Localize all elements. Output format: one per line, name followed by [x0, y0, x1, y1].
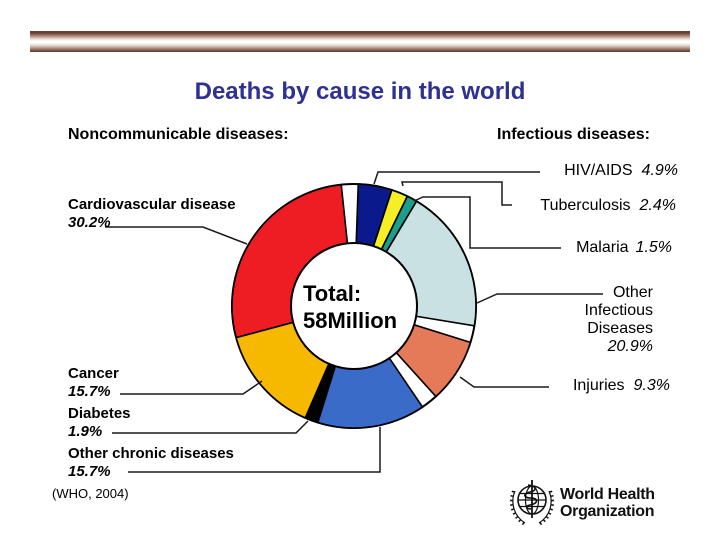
- callout-other-infectious-pct: 20.9%: [607, 338, 653, 355]
- slide-title: Deaths by cause in the world: [194, 78, 526, 105]
- callout-diabetes: Diabetes 1.9%: [68, 405, 131, 441]
- decorative-divider-bar: [30, 31, 690, 52]
- callout-other-infectious-line2: Infectious: [584, 302, 653, 319]
- leader-malaria: [413, 196, 561, 249]
- total-value: 58Million: [303, 308, 398, 333]
- leader-diabetes: [112, 420, 309, 434]
- who-logo-line1: World Health: [560, 486, 655, 503]
- callout-cardiovascular: Cardiovascular disease 30.2%: [68, 196, 236, 232]
- who-logo-text: World Health Organization: [560, 486, 655, 520]
- source-note: (WHO, 2004): [52, 486, 129, 501]
- callout-hiv-aids-pct: 4.9%: [641, 162, 678, 179]
- callout-tuberculosis-name: Tuberculosis: [540, 197, 631, 214]
- callout-malaria-pct: 1.5%: [635, 239, 672, 256]
- leader-cancer: [120, 380, 263, 395]
- donut-inner-hole: [290, 242, 418, 370]
- who-emblem-icon: [509, 480, 555, 526]
- callout-cancer: Cancer 15.7%: [68, 365, 119, 401]
- callout-other-infectious: Other Infectious Diseases 20.9%: [435, 284, 653, 356]
- callout-cardiovascular-pct: 30.2%: [68, 214, 111, 231]
- leader-injuries: [459, 376, 549, 388]
- donut-segments: [231, 183, 477, 429]
- leader-other-infectious: [476, 293, 603, 304]
- callout-injuries-pct: 9.3%: [633, 377, 670, 394]
- callout-tuberculosis: Tuberculosis 2.4%: [430, 197, 676, 215]
- callout-malaria-name: Malaria: [576, 239, 629, 256]
- leader-lines: [105, 171, 603, 473]
- callout-other-chronic: Other chronic diseases 15.7%: [68, 445, 234, 481]
- callout-other-chronic-name: Other chronic diseases: [68, 445, 234, 462]
- noncommunicable-heading: Noncommunicable diseases:: [68, 126, 289, 143]
- callout-other-chronic-pct: 15.7%: [68, 463, 111, 480]
- callout-diabetes-pct: 1.9%: [68, 423, 103, 440]
- leader-cardiovascular: [105, 226, 248, 245]
- donut-center-label: Total: 58Million: [303, 280, 397, 334]
- callout-cancer-name: Cancer: [68, 365, 119, 382]
- callout-cancer-pct: 15.7%: [68, 383, 111, 400]
- who-logo-line2: Organization: [560, 503, 655, 520]
- callout-hiv-aids-name: HIV/AIDS: [564, 162, 633, 179]
- callout-other-infectious-line3: Diseases: [587, 320, 653, 337]
- infectious-heading: Infectious diseases:: [497, 126, 650, 143]
- callout-tuberculosis-pct: 2.4%: [639, 197, 676, 214]
- leader-tuberculosis: [401, 181, 512, 206]
- callout-diabetes-name: Diabetes: [68, 405, 131, 422]
- callout-injuries-name: Injuries: [572, 377, 625, 394]
- total-label: Total:: [303, 281, 362, 306]
- leader-other-chronic: [128, 427, 381, 473]
- callout-other-infectious-line1: Other: [612, 284, 653, 301]
- callout-injuries: Injuries 9.3%: [432, 377, 670, 395]
- leader-hiv-aids: [373, 171, 540, 185]
- callout-hiv-aids: HIV/AIDS 4.9%: [430, 162, 678, 180]
- callout-malaria: Malaria 1.5%: [430, 239, 672, 257]
- callout-cardiovascular-name: Cardiovascular disease: [68, 196, 236, 213]
